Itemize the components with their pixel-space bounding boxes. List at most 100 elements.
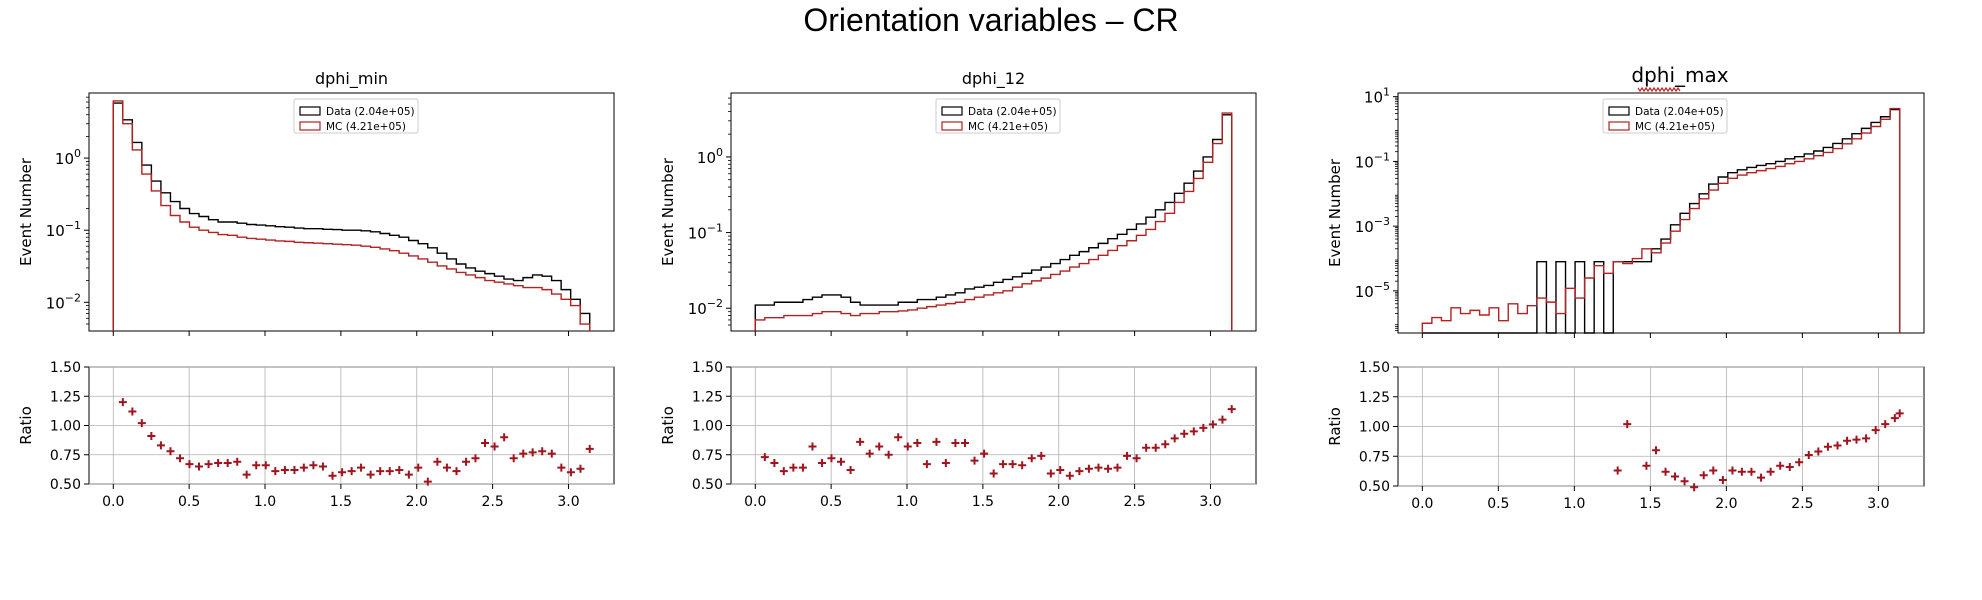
ratio-point	[1833, 441, 1842, 450]
y-tick-label: 10−1	[1355, 150, 1390, 171]
ratio-y-tick-label: 0.50	[1359, 479, 1390, 495]
x-tick-label: 1.0	[254, 494, 276, 510]
ratio-point	[1766, 467, 1775, 476]
y-axis-label: Event Number	[1326, 158, 1344, 267]
ratio-point	[818, 458, 827, 467]
ratio-point	[1757, 473, 1766, 482]
ratio-point	[922, 460, 931, 469]
y-tick-label: 10−5	[1355, 280, 1390, 301]
ratio-y-tick-label: 1.00	[1359, 420, 1390, 436]
legend: Data (2.04e+05) MC (4.21e+05)	[1602, 98, 1728, 134]
ratio-point	[309, 461, 318, 470]
ratio-point	[509, 454, 518, 463]
ratio-point	[1623, 420, 1632, 429]
ratio-point	[423, 477, 432, 486]
legend-swatch	[299, 106, 321, 116]
panel-title: dphi_12	[962, 69, 1025, 89]
ratio-point	[233, 457, 242, 466]
ratio-point	[1728, 466, 1737, 475]
x-tick-label: 0.5	[1487, 496, 1509, 512]
y-tick-label: 100	[55, 147, 81, 168]
ratio-point	[366, 470, 375, 479]
panel-dphi-12: dphi_12 10−2 10−1 100 Event Number Data (2.04…	[659, 69, 1257, 510]
ratio-point	[1651, 446, 1660, 455]
ratio-y-tick-label: 0.50	[50, 477, 81, 493]
ratio-y-tick-label: 1.25	[692, 389, 723, 405]
ratio-point	[1871, 426, 1880, 435]
ratio-y-tick-label: 1.50	[1359, 360, 1390, 376]
ratio-point	[760, 453, 769, 462]
ratio-point	[280, 465, 289, 474]
ratio-point	[442, 463, 451, 472]
ratio-point	[1094, 463, 1103, 472]
x-tick-label: 2.5	[481, 494, 503, 510]
ratio-point	[856, 437, 865, 446]
ratio-point	[1037, 451, 1046, 460]
ratio-point	[538, 447, 547, 456]
ratio-point	[252, 461, 261, 470]
ratio-point	[1027, 454, 1036, 463]
ratio-y-tick-label: 1.00	[50, 419, 81, 435]
ratio-point	[894, 433, 903, 442]
ratio-point	[913, 439, 922, 448]
ratio-point	[1104, 464, 1113, 473]
y-tick-label: 10−2	[46, 291, 81, 312]
mc-histogram	[754, 112, 1233, 331]
ratio-y-tick-label: 0.75	[692, 448, 723, 464]
ratio-point	[1018, 461, 1027, 470]
ratio-point	[176, 454, 185, 463]
ratio-point	[989, 469, 998, 478]
ratio-point	[452, 467, 461, 476]
legend-swatch	[941, 121, 963, 131]
ratio-point	[547, 449, 556, 458]
ratio-point	[1613, 466, 1622, 475]
ratio-point	[299, 463, 308, 472]
panel-title: dphi_min	[315, 69, 388, 89]
ratio-point	[779, 467, 788, 476]
legend: Data (2.04e+05) MC (4.21e+05)	[293, 98, 419, 134]
spell-underline	[1637, 86, 1681, 93]
ratio-point	[528, 448, 537, 457]
legend-box	[935, 98, 1061, 134]
ratio-y-tick-label: 1.25	[1359, 390, 1390, 406]
ratio-point	[1776, 461, 1785, 470]
ratio-point	[1084, 464, 1093, 473]
main-axes-frame	[730, 92, 1257, 332]
ratio-point	[1747, 467, 1756, 476]
ratio-point	[1852, 435, 1861, 444]
ratio-point	[1795, 458, 1804, 467]
ratio-point	[519, 449, 528, 458]
ratio-point	[1218, 415, 1227, 424]
ratio-point	[1142, 443, 1151, 452]
ratio-y-tick-label: 1.50	[50, 360, 81, 376]
ratio-point	[462, 457, 471, 466]
ratio-point	[490, 442, 499, 451]
mc-histogram	[112, 100, 591, 331]
ratio-point	[1132, 454, 1141, 463]
ratio-point	[347, 467, 356, 476]
ratio-point	[566, 468, 575, 477]
ratio-point	[798, 463, 807, 472]
x-tick-label: 1.5	[1639, 496, 1661, 512]
ratio-point	[970, 456, 979, 465]
panel-dphi-min: dphi_min 10−2 10−1 100 Event Number Data (2.0…	[17, 69, 615, 510]
ratio-point	[1075, 467, 1084, 476]
ratio-point	[808, 442, 817, 451]
ratio-point	[357, 463, 366, 472]
ratio-point	[770, 458, 779, 467]
ratio-point	[223, 458, 232, 467]
legend-box	[1602, 98, 1728, 134]
ratio-point	[1843, 436, 1852, 445]
ratio-point	[827, 454, 836, 463]
legend-entry: MC (4.21e+05)	[968, 121, 1048, 133]
ratio-point	[1113, 463, 1122, 472]
x-tick-label: 0.5	[820, 494, 842, 510]
ratio-point	[166, 447, 175, 456]
ratio-point	[1189, 427, 1198, 436]
x-tick-label: 1.5	[972, 494, 994, 510]
ratio-point	[195, 462, 204, 471]
ratio-point	[185, 460, 194, 469]
ratio-point	[338, 468, 347, 477]
ratio-point	[1670, 472, 1679, 481]
main-axes-frame	[88, 92, 615, 332]
